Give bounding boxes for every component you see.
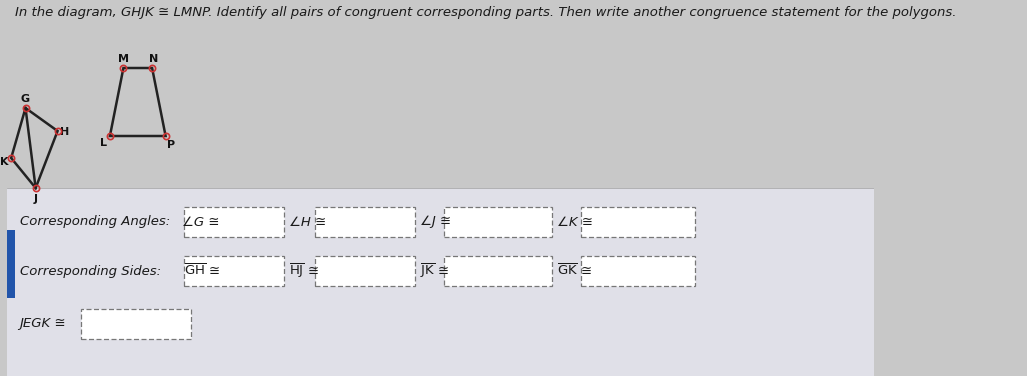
Text: Corresponding Angles:: Corresponding Angles:	[20, 215, 175, 229]
Bar	[7, 230, 15, 298]
Text: K: K	[0, 157, 8, 167]
Text: Corresponding Sides:: Corresponding Sides:	[20, 264, 165, 277]
Text: N: N	[149, 54, 158, 64]
Text: J: J	[34, 194, 38, 204]
Text: L: L	[100, 138, 107, 148]
Text: G: G	[21, 94, 30, 104]
Bar	[581, 256, 694, 286]
Text: ∠H ≅: ∠H ≅	[289, 215, 327, 229]
Text: $\overline{\mathrm{JK}}$ ≅: $\overline{\mathrm{JK}}$ ≅	[420, 262, 450, 280]
Bar	[184, 207, 283, 237]
Bar	[315, 207, 415, 237]
Bar	[315, 256, 415, 286]
Bar	[81, 309, 191, 339]
Text: $\overline{\mathrm{GK}}$ ≅: $\overline{\mathrm{GK}}$ ≅	[558, 263, 592, 279]
Bar	[444, 256, 553, 286]
Bar	[184, 256, 283, 286]
Bar	[581, 207, 694, 237]
Bar	[444, 207, 553, 237]
Text: JEGK ≅: JEGK ≅	[20, 317, 66, 331]
Text: ∠K ≅: ∠K ≅	[558, 215, 594, 229]
Text: In the diagram, GHJK ≅ LMNP. Identify all pairs of congruent corresponding parts: In the diagram, GHJK ≅ LMNP. Identify al…	[15, 6, 957, 19]
Bar	[7, 188, 874, 376]
Text: $\overline{\mathrm{GH}}$ ≅: $\overline{\mathrm{GH}}$ ≅	[184, 263, 221, 279]
Text: M: M	[118, 54, 129, 64]
Text: ∠J ≅: ∠J ≅	[420, 215, 452, 229]
Text: H: H	[61, 127, 70, 137]
Text: $\overline{\mathrm{HJ}}$ ≅: $\overline{\mathrm{HJ}}$ ≅	[289, 262, 318, 280]
Text: ∠G ≅: ∠G ≅	[182, 215, 219, 229]
Text: P: P	[167, 140, 176, 150]
